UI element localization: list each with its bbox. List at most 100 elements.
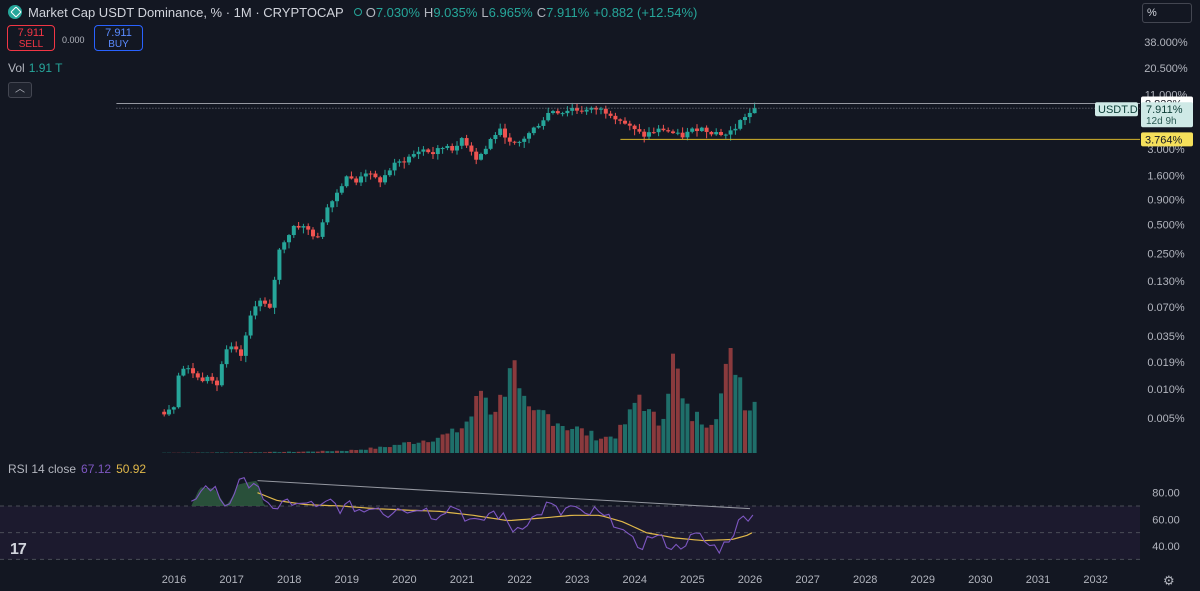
volume-bar — [325, 451, 330, 453]
y-axis-tick-label: 3.000% — [1147, 144, 1185, 156]
volume-bar — [623, 424, 628, 453]
y-axis-tick-label: 0.010% — [1147, 384, 1185, 396]
candle — [258, 300, 263, 307]
chart-title[interactable]: Market Cap USDT Dominance, % · 1M · CRYP… — [28, 4, 344, 20]
volume-bar — [680, 398, 685, 453]
candle — [483, 148, 488, 154]
candle — [440, 148, 445, 150]
volume-bar — [714, 419, 719, 453]
volume-bar — [498, 394, 503, 453]
rsi-ma-line — [257, 492, 753, 542]
symbol-tag-bg — [1095, 102, 1138, 117]
candle — [291, 225, 296, 236]
volume-bar — [282, 451, 287, 453]
volume-bar — [397, 444, 402, 453]
volume-bar — [651, 411, 656, 453]
x-axis-tick-label: 2023 — [565, 574, 589, 586]
chart-legend: Market Cap USDT Dominance, % · 1M · CRYP… — [8, 4, 697, 20]
gear-icon[interactable]: ⚙ — [1163, 573, 1175, 588]
candle — [632, 125, 637, 130]
candle — [267, 303, 272, 308]
volume-bar — [267, 451, 272, 453]
collapse-legend-button[interactable]: ︿ — [8, 82, 32, 98]
market-status-icon — [353, 8, 362, 16]
candle — [368, 173, 373, 175]
candle — [589, 107, 594, 110]
candle — [714, 132, 719, 135]
x-axis-tick-label: 2028 — [853, 574, 877, 586]
candle — [402, 161, 407, 163]
y-axis-tick-label: 20.500% — [1144, 63, 1188, 75]
candle — [272, 279, 277, 308]
candle — [344, 176, 349, 187]
volume-bar — [479, 390, 484, 453]
x-axis-tick-label: 2019 — [335, 574, 359, 586]
candle — [488, 139, 493, 149]
volume-bar — [594, 440, 599, 453]
sell-label: SELL — [18, 39, 44, 50]
candle — [219, 364, 224, 386]
volume-bar — [215, 452, 220, 453]
candle — [301, 226, 306, 228]
scale-mode-button[interactable]: % — [1142, 3, 1192, 23]
candle — [531, 127, 536, 134]
volume-bar — [603, 436, 608, 453]
volume-bar — [570, 428, 575, 453]
volume-bar — [555, 423, 560, 453]
candle — [719, 132, 724, 135]
volume-bar — [579, 428, 584, 453]
tradingview-logo-icon[interactable]: 17 — [10, 541, 27, 558]
volume-bar — [229, 452, 234, 453]
candle — [666, 130, 671, 132]
candle — [584, 109, 589, 112]
last-price-tag: 7.911% — [1146, 104, 1183, 116]
candle — [575, 107, 580, 111]
bar-countdown: 12d 9h — [1146, 116, 1177, 127]
candle — [733, 128, 738, 131]
candle — [560, 113, 565, 115]
volume-bar — [445, 433, 450, 453]
volume-bar — [723, 363, 728, 453]
y-axis-tick-label: 0.035% — [1147, 331, 1185, 343]
candle — [671, 131, 676, 134]
x-axis-tick-label: 2027 — [795, 574, 819, 586]
rsi-ma-value: 50.92 — [116, 462, 147, 476]
candle — [229, 346, 234, 350]
volume-bar — [671, 353, 676, 453]
volume-bar — [690, 421, 695, 453]
volume-bar — [354, 450, 359, 453]
candle — [651, 132, 656, 134]
candle — [695, 128, 700, 132]
buy-button[interactable]: 7.911 BUY — [94, 25, 143, 51]
candle — [239, 349, 244, 356]
candle — [277, 249, 282, 280]
volume-bar — [527, 406, 532, 453]
candle — [723, 134, 728, 136]
rsi-trendline[interactable] — [257, 480, 751, 510]
volume-bar — [287, 451, 292, 453]
candle — [200, 377, 205, 382]
volume-bar — [359, 449, 364, 453]
candle — [349, 176, 354, 179]
candle — [709, 131, 714, 135]
volume-bar — [363, 449, 368, 453]
volume-bar — [291, 451, 296, 453]
sell-button[interactable]: 7.911 SELL — [7, 25, 55, 51]
candle — [704, 127, 709, 132]
volume-bar — [378, 446, 383, 453]
volume-bar — [320, 450, 325, 453]
candle — [224, 349, 229, 365]
volume-bar — [306, 451, 311, 453]
volume-legend[interactable]: Vol 1.91 T — [8, 61, 63, 75]
rsi-legend[interactable]: RSI 14 close 67.12 50.92 — [8, 462, 146, 476]
volume-bar — [263, 452, 268, 453]
candle — [479, 153, 484, 160]
candle — [728, 130, 733, 135]
candle — [311, 229, 316, 237]
volume-bar — [709, 424, 714, 453]
volume-bar — [387, 447, 392, 453]
candle — [383, 175, 388, 183]
candle — [315, 236, 320, 238]
x-axis-tick-label: 2025 — [680, 574, 704, 586]
